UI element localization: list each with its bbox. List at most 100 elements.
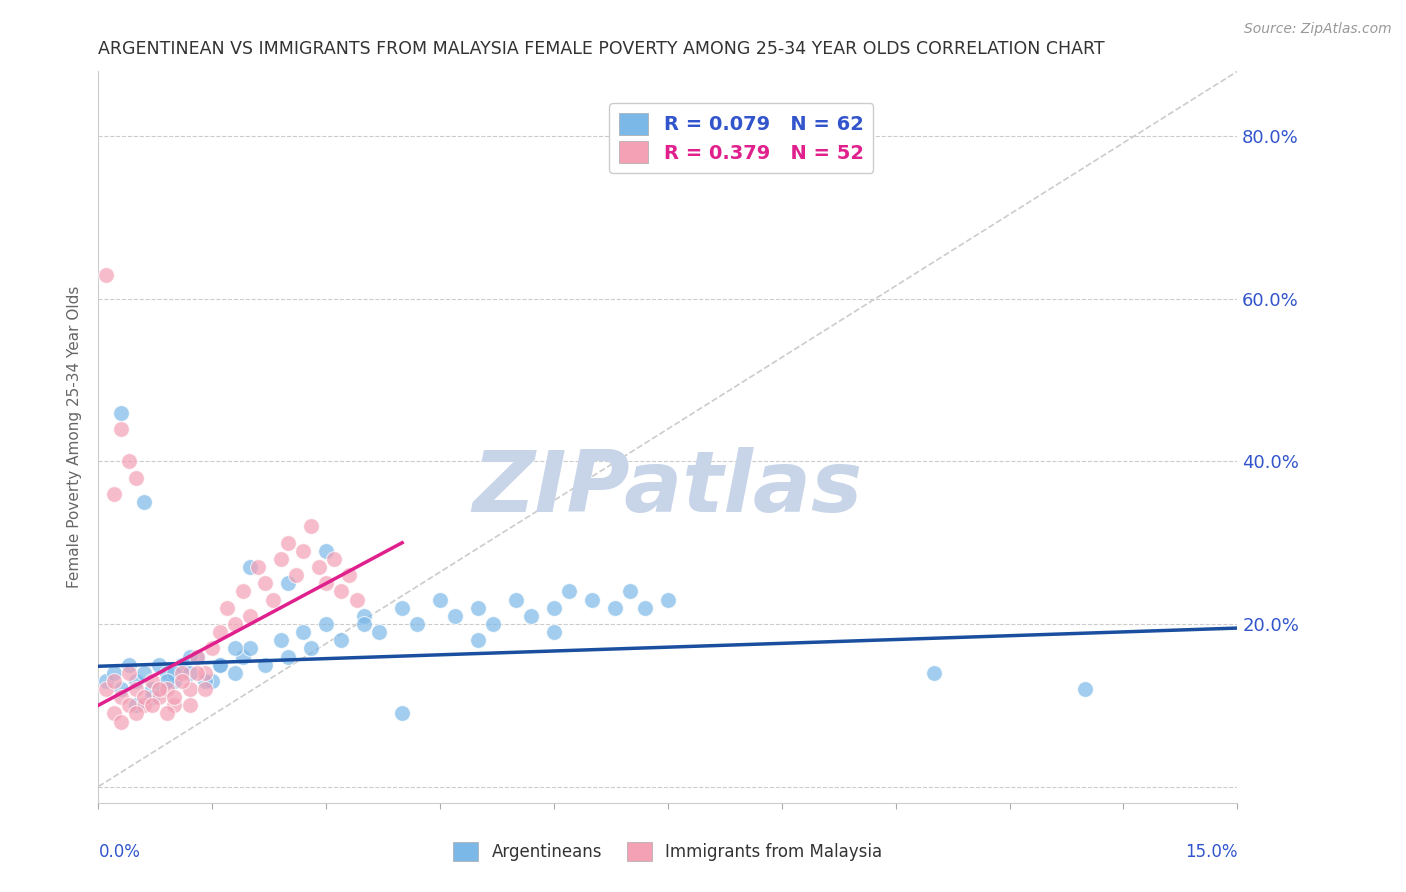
Point bbox=[299, 641, 322, 656]
Point bbox=[353, 617, 375, 632]
Point bbox=[520, 608, 543, 623]
Point bbox=[125, 698, 148, 713]
Point bbox=[208, 657, 231, 672]
Point bbox=[467, 633, 489, 648]
Point bbox=[224, 617, 246, 632]
Point bbox=[170, 673, 193, 688]
Point bbox=[322, 552, 344, 566]
Point bbox=[224, 665, 246, 680]
Point bbox=[118, 665, 141, 680]
Point bbox=[657, 592, 679, 607]
Point bbox=[110, 406, 132, 420]
Y-axis label: Female Poverty Among 25-34 Year Olds: Female Poverty Among 25-34 Year Olds bbox=[67, 286, 83, 588]
Point bbox=[186, 649, 208, 664]
Point bbox=[277, 535, 299, 549]
Point bbox=[141, 673, 163, 688]
Point bbox=[156, 706, 179, 721]
Point bbox=[634, 600, 657, 615]
Point bbox=[254, 657, 277, 672]
Point bbox=[308, 560, 330, 574]
Point bbox=[125, 681, 148, 696]
Point bbox=[179, 665, 201, 680]
Point bbox=[94, 673, 117, 688]
Point bbox=[148, 681, 170, 696]
Point bbox=[125, 673, 148, 688]
Point bbox=[292, 544, 315, 558]
Point bbox=[163, 690, 186, 705]
Point bbox=[208, 625, 231, 640]
Text: ZIPatlas: ZIPatlas bbox=[472, 447, 863, 530]
Point bbox=[208, 657, 231, 672]
Point bbox=[246, 560, 269, 574]
Point bbox=[141, 690, 163, 705]
Point bbox=[110, 714, 132, 729]
Point bbox=[118, 454, 141, 468]
Point bbox=[346, 592, 368, 607]
Point bbox=[558, 584, 581, 599]
Point bbox=[391, 706, 413, 721]
Point bbox=[103, 487, 125, 501]
Point bbox=[156, 681, 179, 696]
Point bbox=[125, 471, 148, 485]
Point bbox=[132, 495, 155, 509]
Point bbox=[179, 698, 201, 713]
Point bbox=[330, 633, 353, 648]
Point bbox=[277, 576, 299, 591]
Point bbox=[194, 673, 217, 688]
Point bbox=[194, 665, 217, 680]
Point bbox=[141, 681, 163, 696]
Point bbox=[110, 681, 132, 696]
Point bbox=[505, 592, 527, 607]
Point bbox=[148, 690, 170, 705]
Point bbox=[429, 592, 451, 607]
Point bbox=[132, 690, 155, 705]
Point bbox=[103, 673, 125, 688]
Text: 15.0%: 15.0% bbox=[1185, 843, 1237, 861]
Point bbox=[922, 665, 945, 680]
Point bbox=[179, 649, 201, 664]
Point bbox=[299, 519, 322, 533]
Point bbox=[163, 665, 186, 680]
Point bbox=[330, 584, 353, 599]
Point bbox=[103, 665, 125, 680]
Text: Source: ZipAtlas.com: Source: ZipAtlas.com bbox=[1244, 22, 1392, 37]
Point bbox=[262, 592, 284, 607]
Point bbox=[239, 641, 262, 656]
Point bbox=[232, 584, 254, 599]
Point bbox=[156, 673, 179, 688]
Point bbox=[482, 617, 505, 632]
Point bbox=[467, 600, 489, 615]
Point bbox=[186, 649, 208, 664]
Point bbox=[132, 698, 155, 713]
Point bbox=[224, 641, 246, 656]
Point bbox=[110, 690, 132, 705]
Point bbox=[179, 681, 201, 696]
Point bbox=[201, 673, 224, 688]
Point bbox=[232, 649, 254, 664]
Point bbox=[315, 617, 337, 632]
Point bbox=[148, 657, 170, 672]
Point bbox=[94, 268, 117, 282]
Point bbox=[284, 568, 307, 582]
Point bbox=[118, 698, 141, 713]
Point bbox=[125, 706, 148, 721]
Point bbox=[194, 681, 217, 696]
Point bbox=[163, 673, 186, 688]
Point bbox=[277, 649, 299, 664]
Point bbox=[141, 698, 163, 713]
Point bbox=[156, 665, 179, 680]
Point bbox=[217, 600, 239, 615]
Point bbox=[163, 698, 186, 713]
Point bbox=[315, 544, 337, 558]
Point bbox=[543, 625, 565, 640]
Point bbox=[1074, 681, 1097, 696]
Text: 0.0%: 0.0% bbox=[98, 843, 141, 861]
Point bbox=[543, 600, 565, 615]
Point bbox=[254, 576, 277, 591]
Legend: Argentineans, Immigrants from Malaysia: Argentineans, Immigrants from Malaysia bbox=[447, 835, 889, 868]
Point bbox=[170, 665, 193, 680]
Point bbox=[148, 681, 170, 696]
Point bbox=[337, 568, 360, 582]
Point bbox=[201, 641, 224, 656]
Point bbox=[94, 681, 117, 696]
